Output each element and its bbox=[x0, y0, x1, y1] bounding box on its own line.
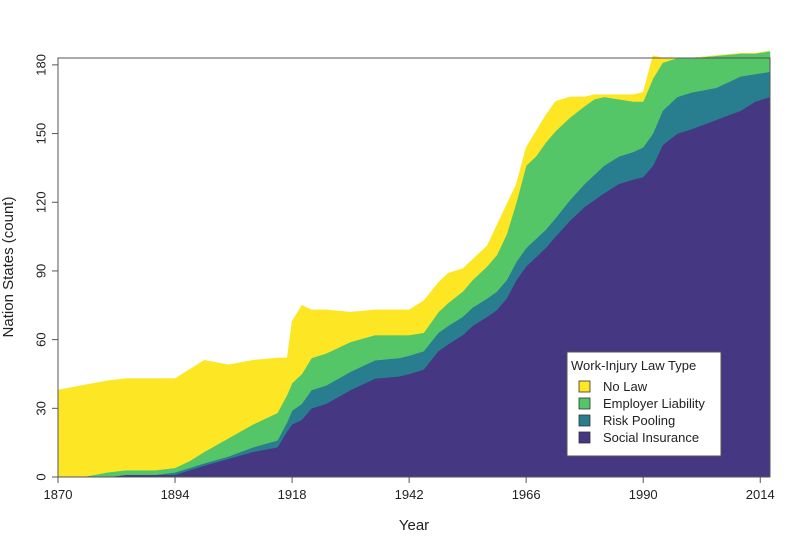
legend: Work-Injury Law Type No Law Employer Liab… bbox=[566, 351, 722, 457]
legend-box bbox=[566, 351, 722, 457]
legend-title: Work-Injury Law Type bbox=[571, 358, 696, 373]
x-tick-label: 1966 bbox=[512, 487, 541, 502]
x-tick-label: 1894 bbox=[161, 487, 190, 502]
legend-swatch-employer-liability bbox=[578, 397, 591, 410]
legend-label: Employer Liability bbox=[603, 396, 705, 411]
y-tick-label: 90 bbox=[34, 264, 49, 278]
legend-label: No Law bbox=[603, 379, 648, 394]
legend-items: No Law Employer Liability Risk Pooling Soci… bbox=[578, 379, 705, 445]
x-tick-label: 1870 bbox=[44, 487, 73, 502]
y-tick-label: 120 bbox=[34, 191, 49, 213]
legend-label: Risk Pooling bbox=[603, 413, 675, 428]
y-tick-label: 60 bbox=[34, 332, 49, 346]
y-tick-label: 0 bbox=[34, 473, 49, 480]
legend-label: Social Insurance bbox=[603, 430, 699, 445]
x-tick-label: 1942 bbox=[395, 487, 424, 502]
x-tick-label: 2014 bbox=[746, 487, 775, 502]
area-no-law bbox=[57, 50, 771, 478]
plot-frame bbox=[57, 57, 771, 478]
axes-layer: 1870 1894 1918 1942 1966 1990 2014 0 30 60 90 120 15… bbox=[34, 54, 775, 502]
legend-swatch-no-law bbox=[578, 380, 591, 393]
x-axis-title: Year bbox=[399, 517, 429, 534]
x-tick-label: 1990 bbox=[629, 487, 658, 502]
legend-swatch-social-insurance bbox=[578, 431, 591, 444]
legend-swatch-risk-pooling bbox=[578, 414, 591, 427]
y-tick-label: 30 bbox=[34, 401, 49, 415]
x-tick-label: 1918 bbox=[278, 487, 307, 502]
y-tick-label: 180 bbox=[34, 54, 49, 76]
y-tick-label: 150 bbox=[34, 123, 49, 145]
y-axis-title: Nation States (count) bbox=[0, 197, 17, 338]
